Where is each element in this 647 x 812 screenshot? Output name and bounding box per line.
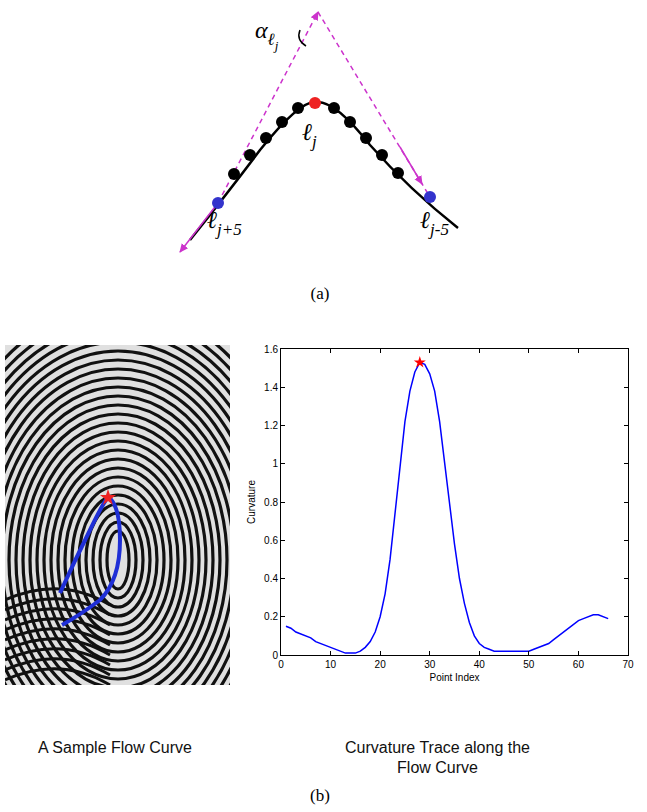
html-text:Curvature Trace along the Flow: Curvature Trace along the Flow Curve (345, 739, 530, 776)
svg-text:0.8: 0.8 (264, 497, 278, 508)
svg-text:Point Index: Point Index (429, 672, 479, 683)
html-text:(b): (b) (310, 786, 330, 805)
svg-text:1.2: 1.2 (264, 420, 278, 431)
svg-text:70: 70 (622, 659, 634, 670)
svg-text:10: 10 (325, 659, 337, 670)
svg-text:0.6: 0.6 (264, 535, 278, 546)
svg-text:40: 40 (474, 659, 486, 670)
html-text:(a): (a) (310, 284, 330, 303)
svg-text:ℓj: ℓj (302, 119, 317, 151)
svg-text:20: 20 (375, 659, 387, 670)
svg-text:0: 0 (278, 659, 284, 670)
svg-text:1: 1 (272, 458, 278, 469)
html-text:A Sample Flow Curve: A Sample Flow Curve (38, 739, 192, 756)
svg-text:30: 30 (424, 659, 436, 670)
svg-text:1.4: 1.4 (264, 382, 278, 393)
svg-text:0.4: 0.4 (264, 573, 278, 584)
svg-text:0: 0 (272, 650, 278, 661)
svg-text:ℓj+5: ℓj+5 (207, 207, 242, 239)
svg-text:Curvature: Curvature (246, 480, 257, 524)
svg-text:αℓj: αℓj (255, 17, 279, 53)
svg-text:1.6: 1.6 (264, 344, 278, 355)
svg-text:60: 60 (573, 659, 585, 670)
svg-text:ℓj-5: ℓj-5 (420, 207, 449, 239)
svg-text:50: 50 (523, 659, 535, 670)
svg-text:0.2: 0.2 (264, 611, 278, 622)
